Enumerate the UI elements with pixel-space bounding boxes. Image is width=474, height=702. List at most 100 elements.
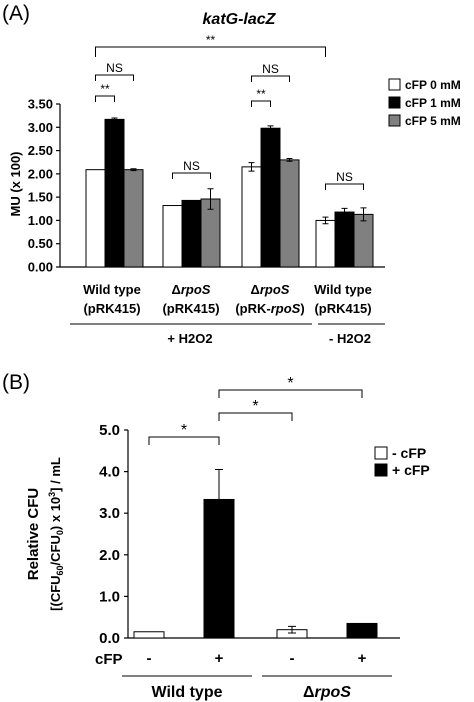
bar <box>181 199 202 268</box>
error-bar <box>111 117 118 122</box>
legend-swatch <box>374 463 388 477</box>
error-bar <box>207 188 214 210</box>
error-bar <box>248 162 255 172</box>
category-label: Wild type <box>314 282 372 297</box>
y-axis-sublabel: [(CFU60/CFU0) x 103] / mL <box>47 457 65 611</box>
treatment-label: - H2O2 <box>329 331 371 346</box>
category-label: (pRK415) <box>162 301 219 316</box>
error-bar <box>130 168 137 172</box>
category-label-part: rpoS <box>271 301 301 316</box>
legend-label: cFP 5 mM <box>405 114 461 128</box>
legend-label: cFP 1 mM <box>405 96 461 110</box>
significance-bracket <box>325 183 364 190</box>
error-bar <box>267 125 274 132</box>
bar <box>279 159 300 268</box>
legend-swatch <box>388 96 401 109</box>
panel-a-title: katG-lacZ <box>203 11 277 28</box>
legend-swatch <box>388 78 401 91</box>
group-label-part: rpoS <box>315 684 352 701</box>
y-axis-sublabel-part: 60 <box>55 565 65 575</box>
legend-swatch <box>388 114 401 127</box>
significance-bracket <box>251 75 290 82</box>
cfp-sign: + <box>358 650 367 667</box>
y-tick-label: 0.0 <box>99 630 120 647</box>
y-tick-label: 2.00 <box>28 166 53 181</box>
legend-label: + cFP <box>392 462 430 478</box>
y-axis-sublabel-part: /CFU <box>48 535 63 565</box>
category-label: (pRK-rpoS) <box>235 301 304 316</box>
significance-bracket <box>251 100 271 107</box>
significance-label: NS <box>262 62 279 76</box>
bar <box>334 211 355 268</box>
y-tick-label: 2.50 <box>28 143 53 158</box>
category-label: ΔrpoS <box>172 282 211 297</box>
bar <box>315 219 336 268</box>
error-bar <box>288 625 296 634</box>
y-tick-label: 3.00 <box>28 120 53 135</box>
significance-label: * <box>252 398 258 415</box>
y-tick-label: 5.0 <box>99 422 120 439</box>
significance-label: * <box>287 375 293 392</box>
x-row-label: cFP <box>95 651 123 668</box>
category-label-part: (pRK- <box>235 301 270 316</box>
cfp-sign: - <box>147 650 152 667</box>
significance-bracket <box>218 412 293 421</box>
category-label-part: ) <box>300 301 304 316</box>
significance-bracket <box>95 74 134 81</box>
significance-label: NS <box>336 170 353 184</box>
significance-label: NS <box>183 159 200 173</box>
panel-a-plot: 0.00 0.50 1.00 1.50 2.00 2.50 3.00 3.50 Wild typ… <box>28 33 461 346</box>
y-axis-sublabel-part: 0 <box>55 530 65 535</box>
y-axis-sublabel-part: [(CFU <box>48 575 63 610</box>
panel-a-label: (A) <box>2 2 30 25</box>
y-axis-sublabel-part: ] / mL <box>48 457 63 492</box>
significance-bracket <box>148 436 220 445</box>
error-bar <box>360 207 367 222</box>
significance-label: ** <box>256 87 266 101</box>
bar <box>346 622 378 639</box>
panel-b-plot: 0.0 1.0 2.0 3.0 4.0 5.0 [(CFU60/CFU0) x 103] /… <box>47 375 430 701</box>
treatment-label: + H2O2 <box>167 331 212 346</box>
legend-label: - cFP <box>392 445 426 461</box>
bar <box>162 205 183 268</box>
y-axis-sublabel-part: 3 <box>47 492 57 497</box>
legend-swatch <box>374 446 388 460</box>
bar <box>104 118 125 268</box>
y-axis-sublabel-part: ) x 10 <box>48 497 63 530</box>
category-label-part: Δ <box>172 282 181 297</box>
significance-label: ** <box>206 33 216 47</box>
significance-bracket <box>95 46 326 57</box>
significance-bracket <box>172 172 211 179</box>
y-tick-label: 1.50 <box>28 190 53 205</box>
y-tick-label: 1.0 <box>99 588 120 605</box>
category-label: Wild type <box>83 282 141 297</box>
significance-label: * <box>181 422 187 439</box>
group-label: Wild type <box>152 684 223 701</box>
significance-bracket <box>95 95 115 102</box>
bar <box>85 169 106 268</box>
category-label: (pRK415) <box>83 301 140 316</box>
cfp-sign: + <box>215 650 224 667</box>
y-tick-label: 0.00 <box>28 260 53 275</box>
category-label-part: rpoS <box>181 282 211 297</box>
y-tick-label: 3.50 <box>28 97 53 112</box>
significance-label: NS <box>106 61 123 75</box>
error-bar <box>215 469 223 530</box>
panel-a-y-axis-label: MU (x 100) <box>8 151 23 216</box>
cfp-sign: - <box>290 650 295 667</box>
category-label-part: Δ <box>251 282 260 297</box>
bar <box>260 127 281 268</box>
panel-b-y-axis-label: Relative CFU <box>25 488 42 581</box>
bar <box>123 169 144 268</box>
group-label-part: Δ <box>303 684 315 701</box>
panel-b-label: (B) <box>2 371 30 394</box>
bar <box>133 631 165 639</box>
bar <box>241 166 262 268</box>
y-tick-label: 0.50 <box>28 236 53 251</box>
error-bar <box>286 157 293 162</box>
category-label: (pRK415) <box>314 301 371 316</box>
y-tick-label: 4.0 <box>99 464 120 481</box>
category-label: ΔrpoS <box>251 282 290 297</box>
error-bar <box>322 216 329 225</box>
